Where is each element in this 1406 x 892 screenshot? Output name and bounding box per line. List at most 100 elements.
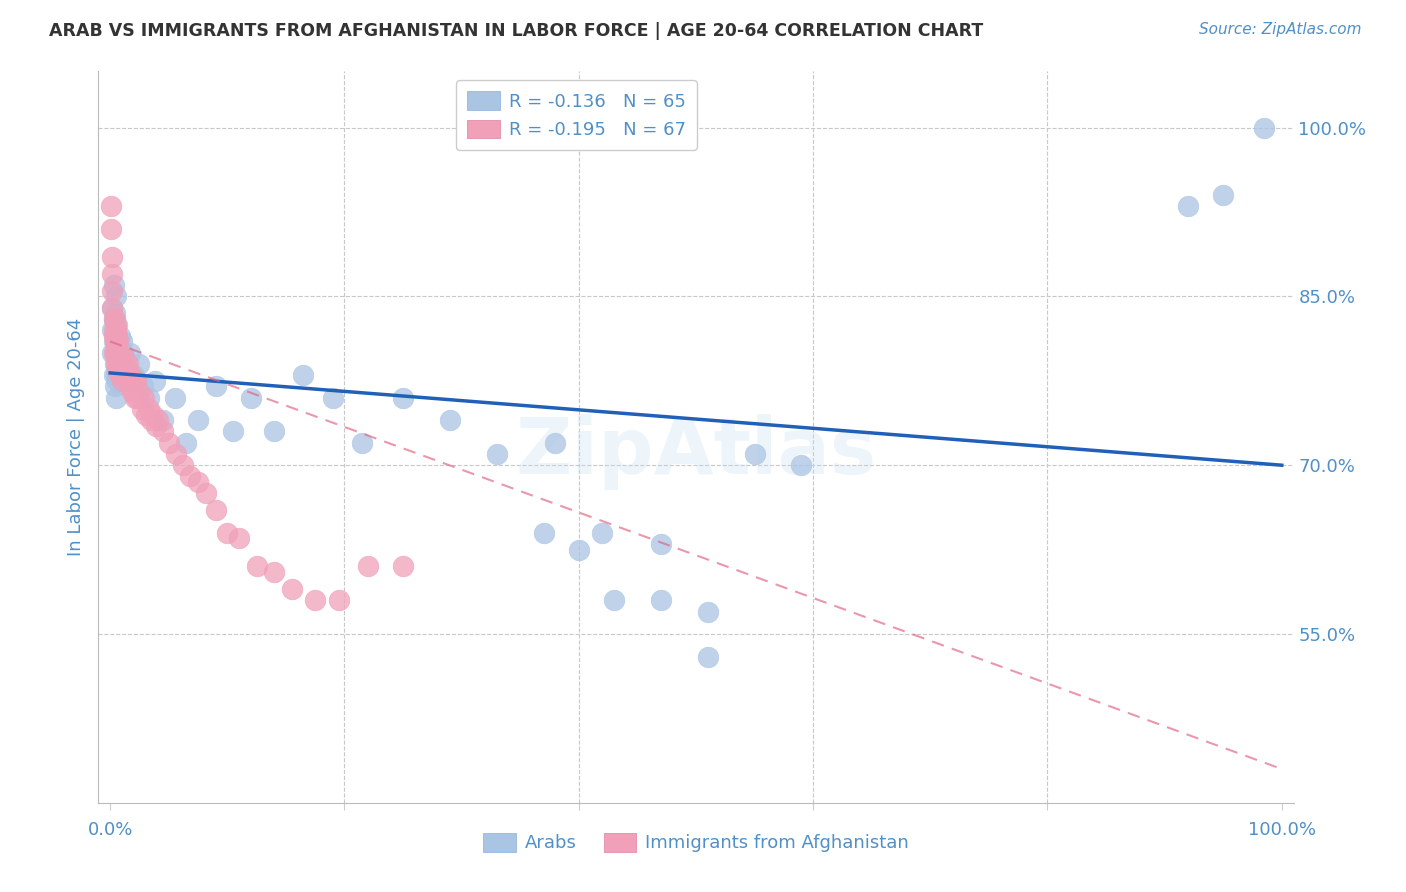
Point xyxy=(107,334,129,349)
Point xyxy=(591,525,613,540)
Point xyxy=(392,391,415,405)
Point xyxy=(101,267,124,281)
Point xyxy=(281,582,304,596)
Point xyxy=(105,323,128,337)
Point xyxy=(103,312,125,326)
Point xyxy=(222,425,245,439)
Point xyxy=(101,284,124,298)
Point xyxy=(105,391,128,405)
Point xyxy=(108,345,131,359)
Point xyxy=(108,357,131,371)
Point xyxy=(163,391,186,405)
Point xyxy=(105,362,128,376)
Point xyxy=(357,559,380,574)
Point xyxy=(103,323,125,337)
Point xyxy=(145,418,167,433)
Point xyxy=(105,357,128,371)
Point xyxy=(174,435,197,450)
Point xyxy=(104,345,127,359)
Point xyxy=(132,379,155,393)
Point xyxy=(107,368,129,383)
Point xyxy=(228,532,250,546)
Y-axis label: In Labor Force | Age 20-64: In Labor Force | Age 20-64 xyxy=(66,318,84,557)
Point xyxy=(790,458,813,473)
Point xyxy=(120,379,141,393)
Point xyxy=(131,401,153,416)
Point xyxy=(105,328,128,343)
Point xyxy=(101,301,124,315)
Point xyxy=(107,357,129,371)
Point xyxy=(104,306,127,320)
Point xyxy=(132,391,156,405)
Point xyxy=(187,413,209,427)
Point xyxy=(392,559,415,574)
Point xyxy=(138,401,160,416)
Point xyxy=(114,368,136,383)
Point xyxy=(135,408,157,422)
Text: ZipAtlas: ZipAtlas xyxy=(516,414,876,490)
Text: ARAB VS IMMIGRANTS FROM AFGHANISTAN IN LABOR FORCE | AGE 20-64 CORRELATION CHART: ARAB VS IMMIGRANTS FROM AFGHANISTAN IN L… xyxy=(49,22,983,40)
Point xyxy=(112,368,135,383)
Point xyxy=(101,301,124,315)
Point xyxy=(104,357,127,371)
Point xyxy=(141,413,163,427)
Point xyxy=(105,323,128,337)
Point xyxy=(101,345,124,359)
Point xyxy=(105,374,128,388)
Point xyxy=(292,368,315,383)
Point xyxy=(696,649,718,664)
Point xyxy=(105,340,128,354)
Point xyxy=(117,357,139,371)
Point xyxy=(304,593,326,607)
Point xyxy=(115,362,138,376)
Point xyxy=(105,334,128,349)
Point xyxy=(112,368,135,383)
Point xyxy=(128,385,150,400)
Point xyxy=(603,593,626,607)
Point xyxy=(125,374,148,388)
Point xyxy=(125,374,148,388)
Point xyxy=(112,345,135,359)
Point xyxy=(103,334,125,349)
Point xyxy=(138,391,160,405)
Point xyxy=(195,486,218,500)
Point xyxy=(439,413,461,427)
Point xyxy=(103,278,125,293)
Point xyxy=(120,368,142,383)
Point xyxy=(117,362,139,376)
Point xyxy=(533,525,555,540)
Point xyxy=(105,318,128,332)
Point xyxy=(152,425,174,439)
Point xyxy=(246,559,269,574)
Point xyxy=(696,605,718,619)
Point xyxy=(101,323,124,337)
Point xyxy=(104,379,127,393)
Point xyxy=(650,593,672,607)
Point xyxy=(103,368,125,383)
Point xyxy=(110,351,132,366)
Point xyxy=(127,391,149,405)
Point xyxy=(100,222,122,236)
Point xyxy=(165,447,187,461)
Legend: Arabs, Immigrants from Afghanistan: Arabs, Immigrants from Afghanistan xyxy=(475,826,917,860)
Point xyxy=(152,413,174,427)
Point xyxy=(104,328,127,343)
Point xyxy=(118,374,141,388)
Point xyxy=(105,345,128,359)
Point xyxy=(143,374,166,388)
Point xyxy=(105,318,128,332)
Point xyxy=(122,368,145,383)
Point xyxy=(103,345,125,359)
Point xyxy=(744,447,766,461)
Point xyxy=(148,413,170,427)
Point xyxy=(1177,199,1199,213)
Point xyxy=(124,391,146,405)
Text: Source: ZipAtlas.com: Source: ZipAtlas.com xyxy=(1198,22,1361,37)
Point xyxy=(104,312,127,326)
Point xyxy=(103,328,125,343)
Point xyxy=(101,250,124,264)
Point xyxy=(187,475,209,489)
Point xyxy=(108,328,131,343)
Point xyxy=(1212,188,1234,202)
Point xyxy=(204,503,226,517)
